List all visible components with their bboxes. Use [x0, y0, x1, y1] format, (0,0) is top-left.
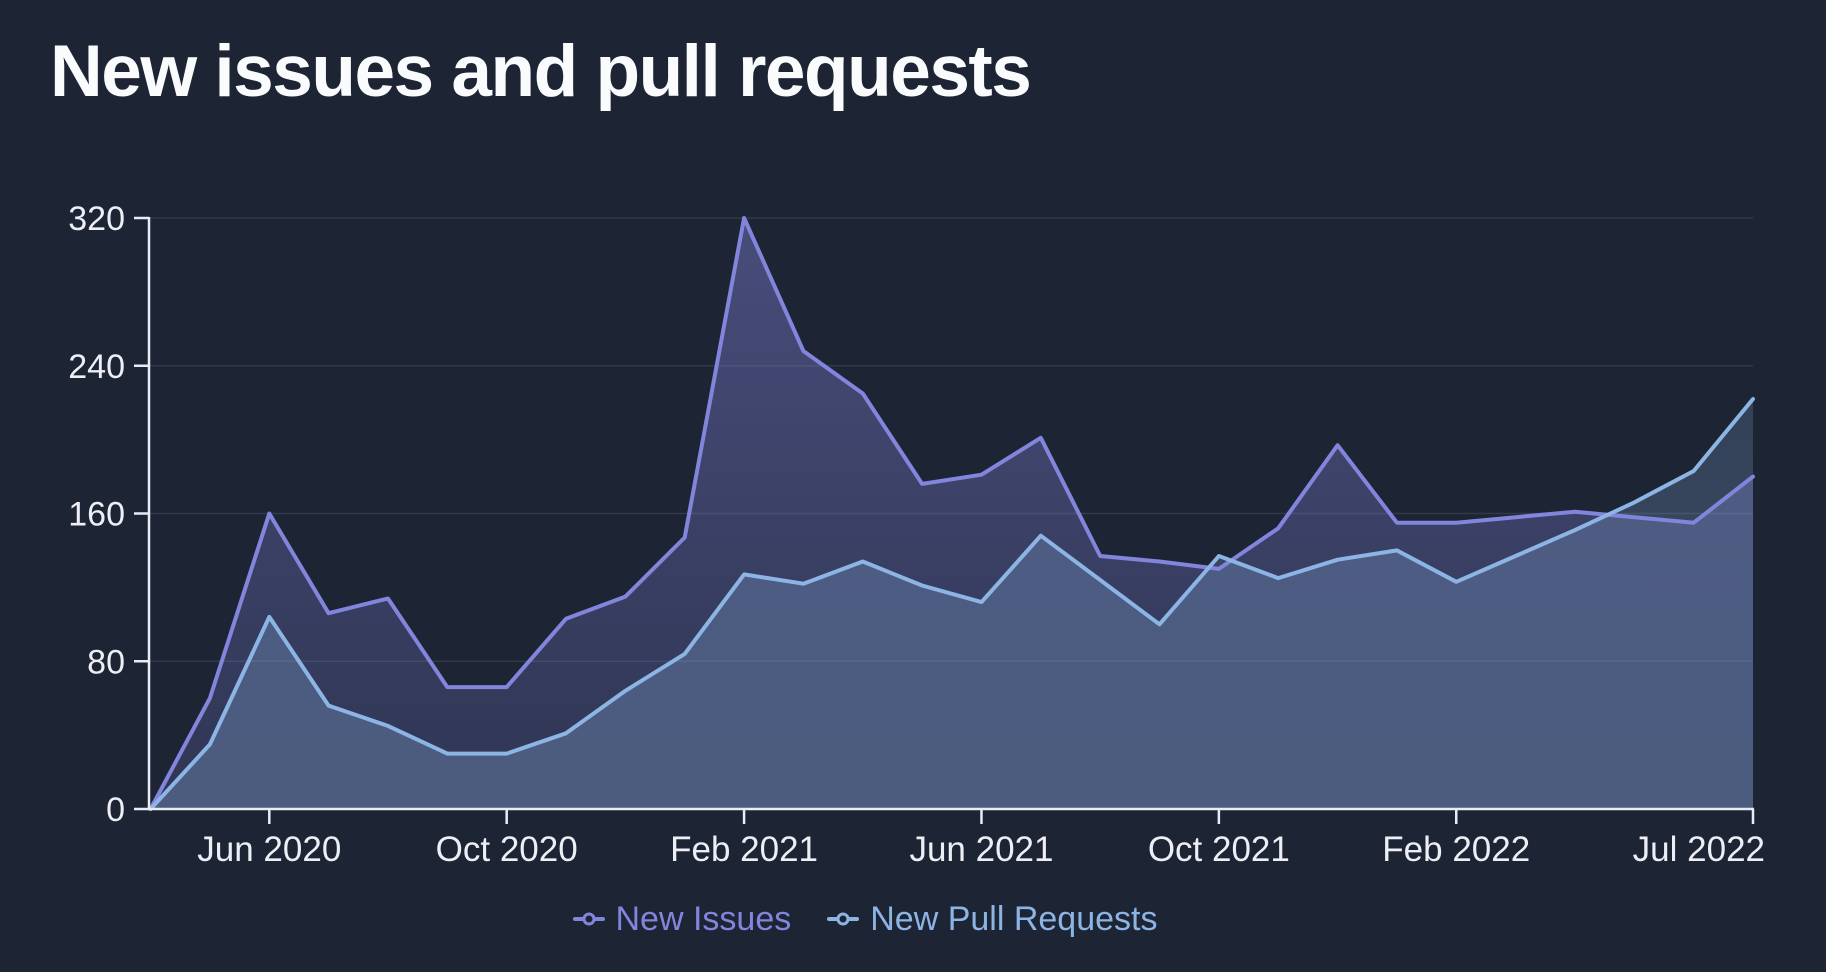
x-tick-label-feb-2021: Feb 2021	[670, 830, 818, 869]
x-tick-label-oct-2021: Oct 2021	[1148, 830, 1290, 869]
legend-label: New Pull Requests	[870, 900, 1158, 938]
y-tick-label-80: 80	[87, 643, 125, 681]
legend-dot-icon	[582, 912, 595, 926]
x-tick-label-feb-2022: Feb 2022	[1382, 830, 1530, 869]
legend-item-new-issues[interactable]: New Issues	[572, 900, 792, 938]
legend-dot-icon	[836, 912, 850, 926]
legend: New Issues New Pull Requests	[0, 896, 1778, 942]
y-tick-label-320: 320	[68, 200, 125, 238]
legend-line-marker-icon	[572, 912, 605, 926]
new-pull-requests-area	[150, 399, 1754, 809]
x-tick-label-oct-2020: Oct 2020	[436, 830, 578, 869]
legend-line-marker-icon	[827, 912, 860, 926]
legend-item-new-pull-requests[interactable]: New Pull Requests	[827, 902, 1157, 936]
x-tick-label-jun-2020: Jun 2020	[197, 830, 341, 869]
new-pull-requests-line[interactable]	[148, 397, 1755, 811]
chart-title: New issues and pull requests	[50, 31, 1032, 112]
new-issues-line[interactable]	[148, 216, 1755, 811]
x-tick-label-jun-2021: Jun 2021	[909, 830, 1053, 869]
y-tick-label-0: 0	[106, 791, 125, 829]
x-tick-label-jul-2022: Jul 2022	[1633, 830, 1765, 869]
y-tick-label-160: 160	[68, 496, 125, 534]
y-tick-label-240: 240	[68, 348, 125, 386]
legend-label: New Issues	[615, 900, 792, 938]
